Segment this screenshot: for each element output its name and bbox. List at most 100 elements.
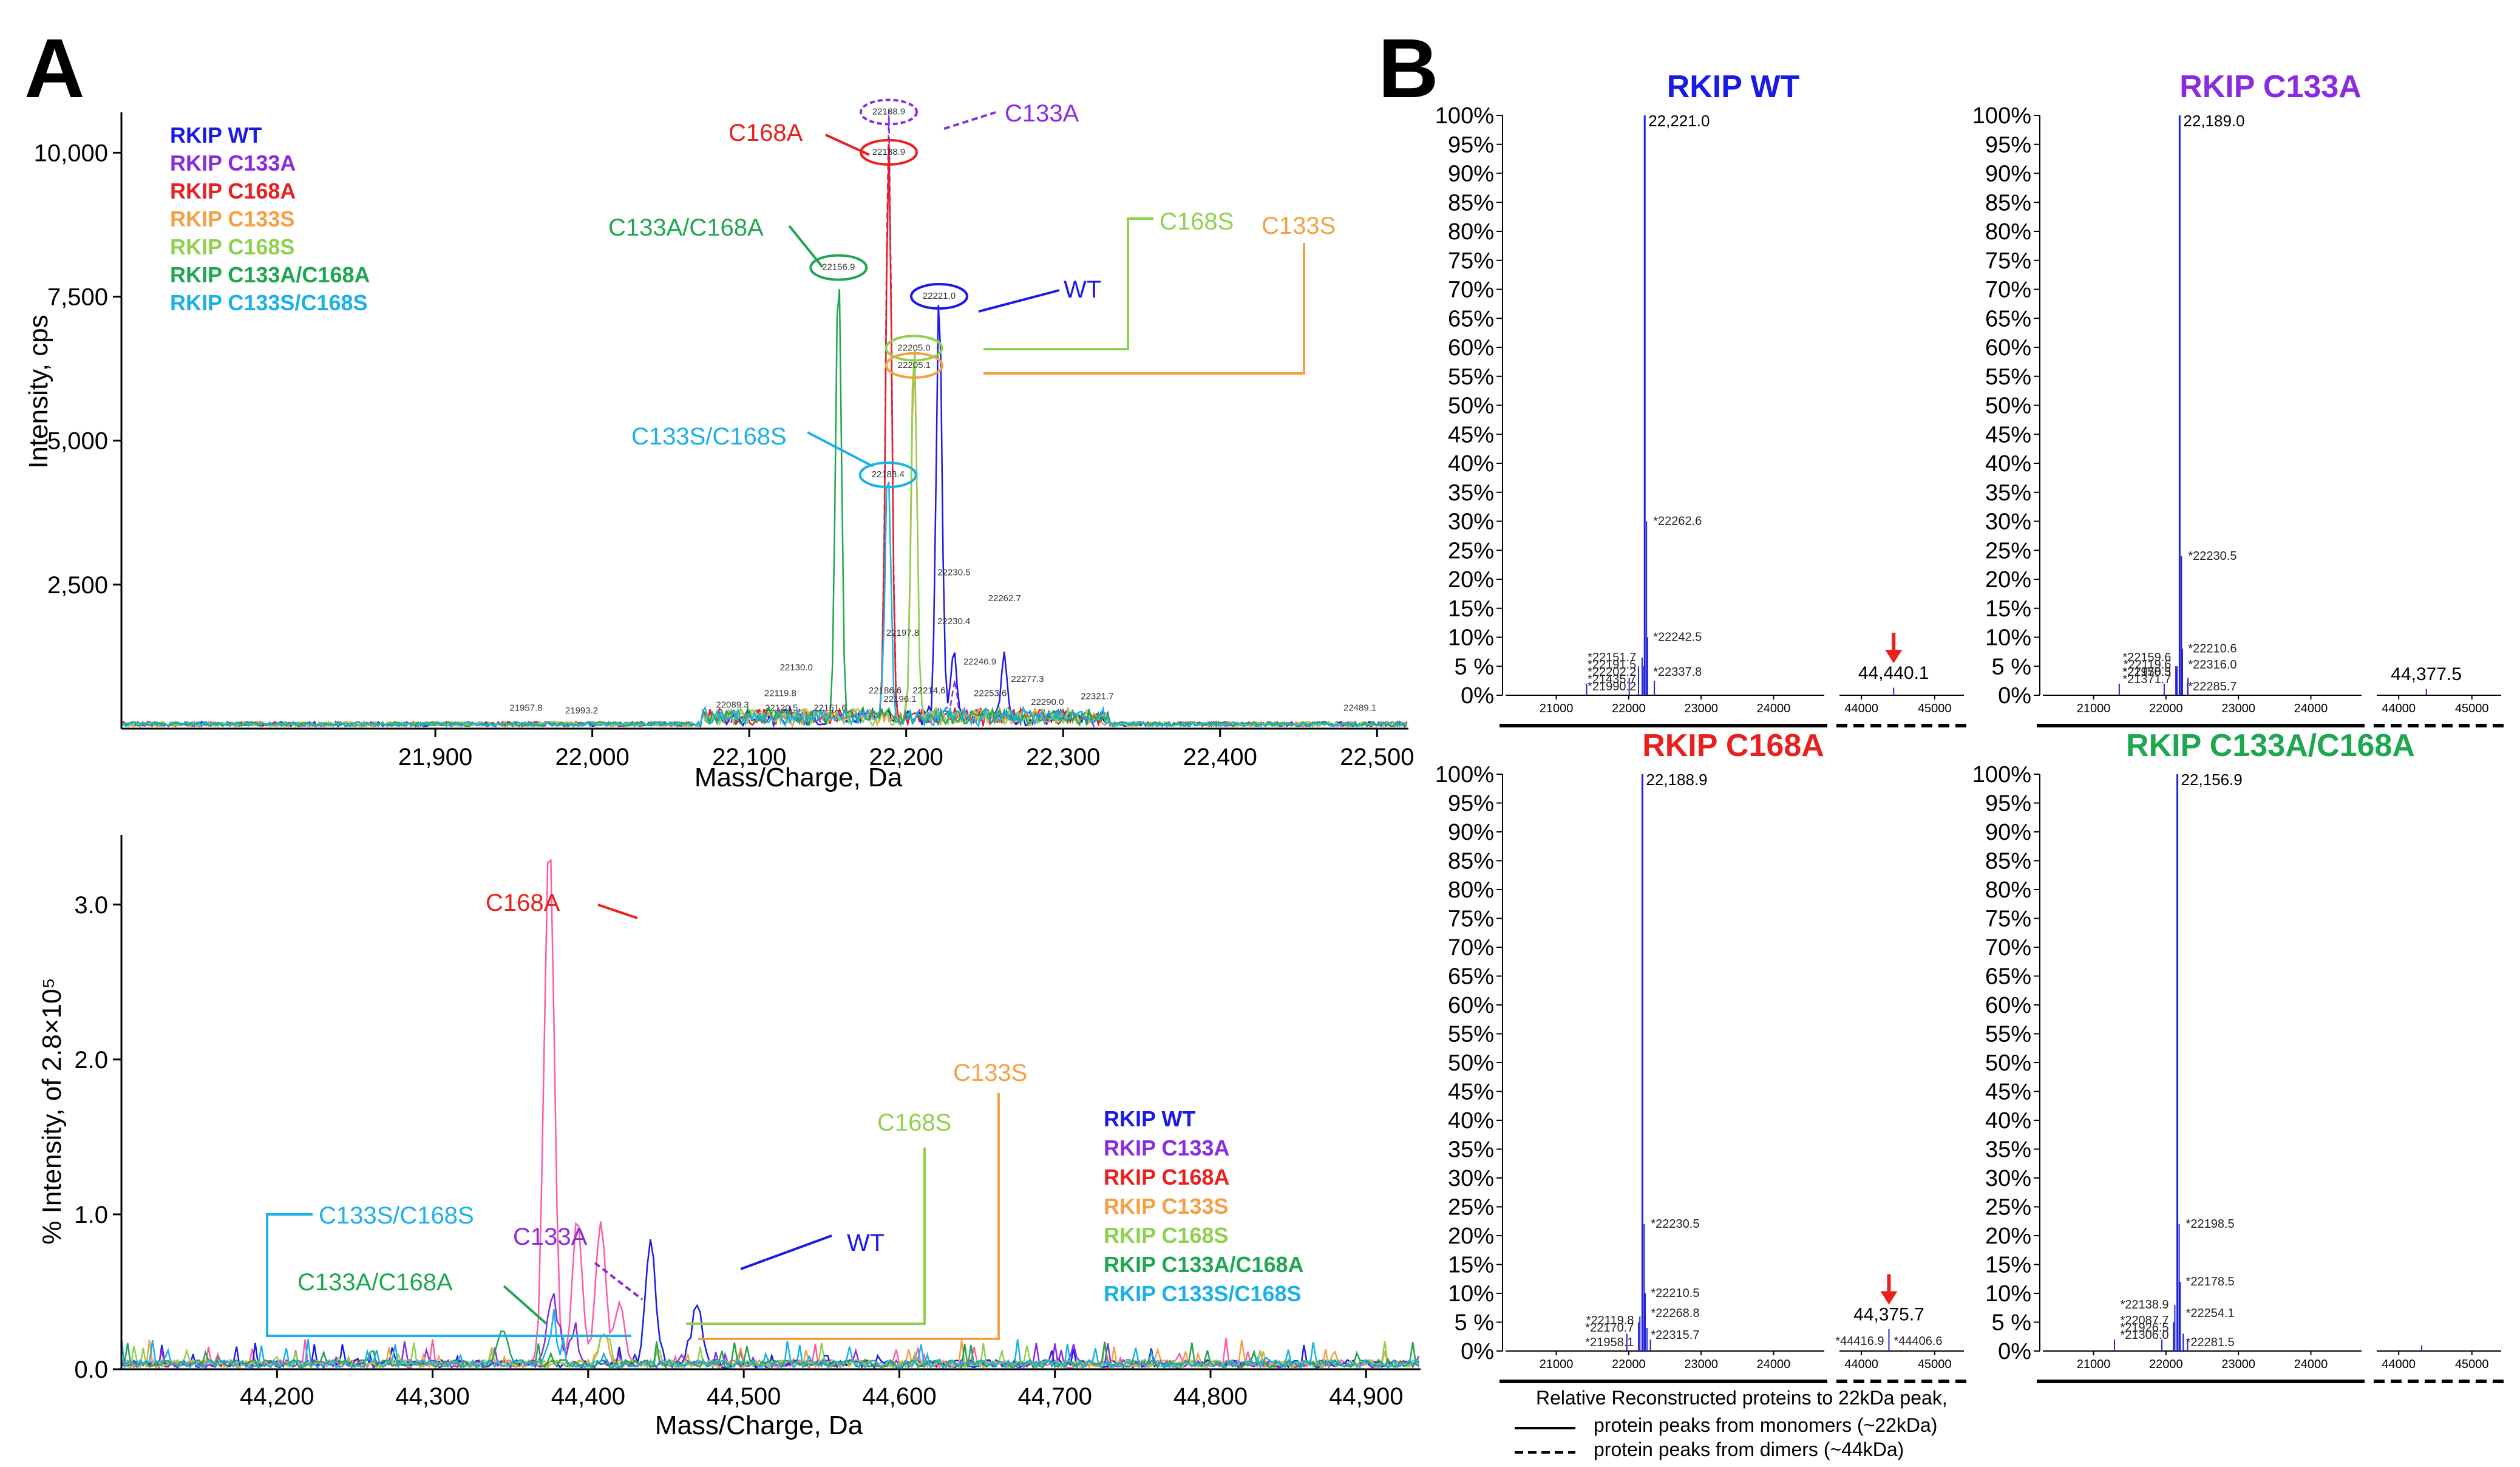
- c133a-c168a-ellipse: [809, 254, 868, 281]
- c168a-callout: C168A: [728, 120, 803, 146]
- panel-b-ytick-label: 95%: [1448, 132, 1494, 158]
- panel-b-xtick-label: 21000: [2077, 702, 2111, 715]
- wt-leader: [978, 289, 1060, 313]
- panel-b-ytick-label: 55%: [1985, 1022, 2031, 1047]
- a-top-legend: RKIP WT RKIP C133A RKIP C168A RKIP C133S RKI…: [170, 123, 370, 315]
- panel-b-xtick-label: 24000: [2294, 702, 2328, 715]
- a-bot-axes: 44,200 44,300 44,400 44,500 44,600 44,700 44,8…: [74, 835, 1421, 1410]
- a-top-peak-labels: 22188.9 22188.9 22156.9 22221.0 22205.0 22205…: [509, 106, 1376, 716]
- panel-b-dimer-label: 44,375.7: [1853, 1305, 1924, 1325]
- panel-b-ytick-label: 70%: [1448, 935, 1494, 961]
- panel-b-minor-label: *22159.6: [2122, 651, 2171, 664]
- panel-b-ytick-label: 50%: [1448, 393, 1494, 419]
- a-top-peak-label: 21993.2: [565, 706, 598, 716]
- panel-b-xtick-label: 24000: [2294, 1358, 2328, 1371]
- panel-b-ytick-label: 70%: [1448, 277, 1494, 303]
- a-bot-legend-item: RKIP WT: [1104, 1106, 1195, 1131]
- c168s-ellipse: [885, 335, 943, 362]
- a-top-axes: 21,900 22,000 22,100 22,200 22,300 22,400 22,5…: [34, 112, 1414, 771]
- a-bot-xtick-label: 44,800: [1173, 1383, 1248, 1410]
- trace-c133a: [120, 110, 1408, 729]
- panel-b-ytick-label: 5 %: [1455, 1310, 1494, 1336]
- panel-b-ytick-label: 35%: [1985, 1137, 2031, 1163]
- panel-b-ytick-label: 60%: [1985, 335, 2031, 361]
- a-top-peak-label: 22151.6: [813, 703, 846, 713]
- panel-b-minor-label: *21371.7: [2122, 673, 2171, 686]
- panel-b-xtick-label: 45000: [2455, 1358, 2489, 1371]
- panel-b-minor-label: *21435.7: [1588, 673, 1636, 686]
- a-top-xtick-label: 22,400: [1183, 744, 1257, 771]
- panel-b-main-peak-label: 22,189.0: [2183, 112, 2244, 130]
- panel-b-xtick-label: 45000: [1918, 702, 1952, 715]
- red-arrow-icon: [1880, 1291, 1898, 1305]
- panel-b-ytick-label: 25%: [1448, 1195, 1494, 1220]
- b-c133s-c168s-callout: C133S/C168S: [319, 1202, 474, 1229]
- a-top-peak-label: 22205.1: [898, 360, 931, 370]
- a-top-legend-item: RKIP C133A: [170, 151, 296, 175]
- panel-b-ytick-label: 25%: [1448, 538, 1494, 563]
- panel-b-ytick-label: 75%: [1985, 907, 2031, 932]
- panel-b-xtick-label: 24000: [1757, 702, 1791, 715]
- panel-b-ytick-label: 40%: [1985, 1108, 2031, 1134]
- panel-b-ytick-label: 40%: [1448, 451, 1494, 477]
- trace-c168s: [121, 350, 1408, 728]
- a-top-legend-item: RKIP C168A: [170, 179, 296, 203]
- panel-b-ytick-label: 10%: [1985, 1281, 2031, 1307]
- panel-b-ytick-label: 30%: [1448, 1166, 1494, 1191]
- panel-b-xtick-label: 45000: [2455, 702, 2489, 715]
- b-c168s-callout: C168S: [877, 1109, 951, 1136]
- c133a-c168a-callout: C133A/C168A: [608, 214, 764, 241]
- panel-b-minor-label: *22138.9: [2120, 1298, 2168, 1312]
- a-top-peak-label: 22253.6: [974, 689, 1007, 699]
- panel-b-letter: B: [1378, 22, 1439, 115]
- panel-b-xtick-label: 22000: [1612, 1358, 1646, 1371]
- c133a-leader: [943, 111, 996, 130]
- panel-b-ytick-label: 0%: [1461, 683, 1494, 709]
- a-bot-xtick-label: 44,500: [707, 1383, 781, 1410]
- a-top-peak-label: 22186.6: [869, 686, 902, 696]
- panel-b-ytick-label: 90%: [1985, 162, 2031, 187]
- b-c168a-leader: [597, 904, 638, 919]
- panel-b-ytick-label: 0%: [1998, 683, 2031, 709]
- panel-b-minor-label: *22087.7: [2120, 1314, 2168, 1327]
- panel-b-ytick-label: 60%: [1448, 335, 1494, 361]
- panel-b-minor-label: *22210.5: [1651, 1287, 1699, 1300]
- panel-b-ytick-label: 45%: [1985, 422, 2031, 448]
- panel-b-ytick-label: 85%: [1985, 190, 2031, 216]
- panel-b-minor-label: *22119.8: [1586, 1314, 1634, 1327]
- panel-b-ytick-label: 90%: [1985, 820, 2031, 845]
- panel-b-minor-label: *22191.5: [1588, 658, 1636, 672]
- c133a-callout: C133A: [1005, 100, 1079, 127]
- a-bot-legend-item: RKIP C133S/C168S: [1104, 1281, 1302, 1306]
- a-bot-legend-item: RKIP C133A/C168A: [1104, 1252, 1303, 1277]
- panel-b-ytick-label: 95%: [1985, 132, 2031, 158]
- a-top-xtick-label: 21,900: [398, 744, 472, 771]
- panel-b-dimer-minor-label: *44416.9: [1835, 1335, 1884, 1348]
- panel-b-minor-label: *21926.5: [2120, 1321, 2168, 1335]
- a-bot-xtick-label: 44,400: [551, 1383, 625, 1410]
- panel-b-ytick-label: 80%: [1448, 219, 1494, 245]
- panel-b-ytick-label: 50%: [1448, 1050, 1494, 1076]
- a-bot-legend-item: RKIP C133S: [1104, 1194, 1228, 1219]
- panel-b-ytick-label: 0%: [1998, 1339, 2031, 1364]
- a-top-xtick-label: 22,200: [869, 744, 943, 771]
- panel-b-minor-label: *22268.8: [1651, 1307, 1699, 1320]
- panel-b-ytick-label: 55%: [1448, 1022, 1494, 1047]
- panel-b-ytick-label: 85%: [1448, 849, 1494, 874]
- b-c133a-c168a-callout: C133A/C168A: [297, 1269, 453, 1296]
- a-top-peak-label: 22290.0: [1031, 697, 1064, 707]
- panel-b-ytick-label: 30%: [1985, 509, 2031, 535]
- a-top-peak-label: 22130.0: [780, 662, 813, 673]
- panel-b-minor-label: *22202.2: [1588, 665, 1636, 679]
- a-top-ytick-label: 2,500: [47, 572, 108, 599]
- a-top-peak-label: 22188.4: [872, 469, 905, 480]
- a-top-ytick-label: 5,000: [47, 428, 108, 455]
- a-top-peak-label: 22089.3: [716, 700, 749, 710]
- panel-b-ytick-label: 10%: [1448, 625, 1494, 651]
- panel-b-ytick-label: 75%: [1985, 248, 2031, 274]
- panel-b-ytick-label: 25%: [1985, 538, 2031, 563]
- a-top-xlabel: Mass/Charge, Da: [695, 763, 903, 792]
- panel-b-xtick-label: 44000: [1844, 1358, 1878, 1371]
- a-top-peak-label: 22246.9: [963, 656, 996, 667]
- panel-b-ytick-label: 30%: [1448, 509, 1494, 535]
